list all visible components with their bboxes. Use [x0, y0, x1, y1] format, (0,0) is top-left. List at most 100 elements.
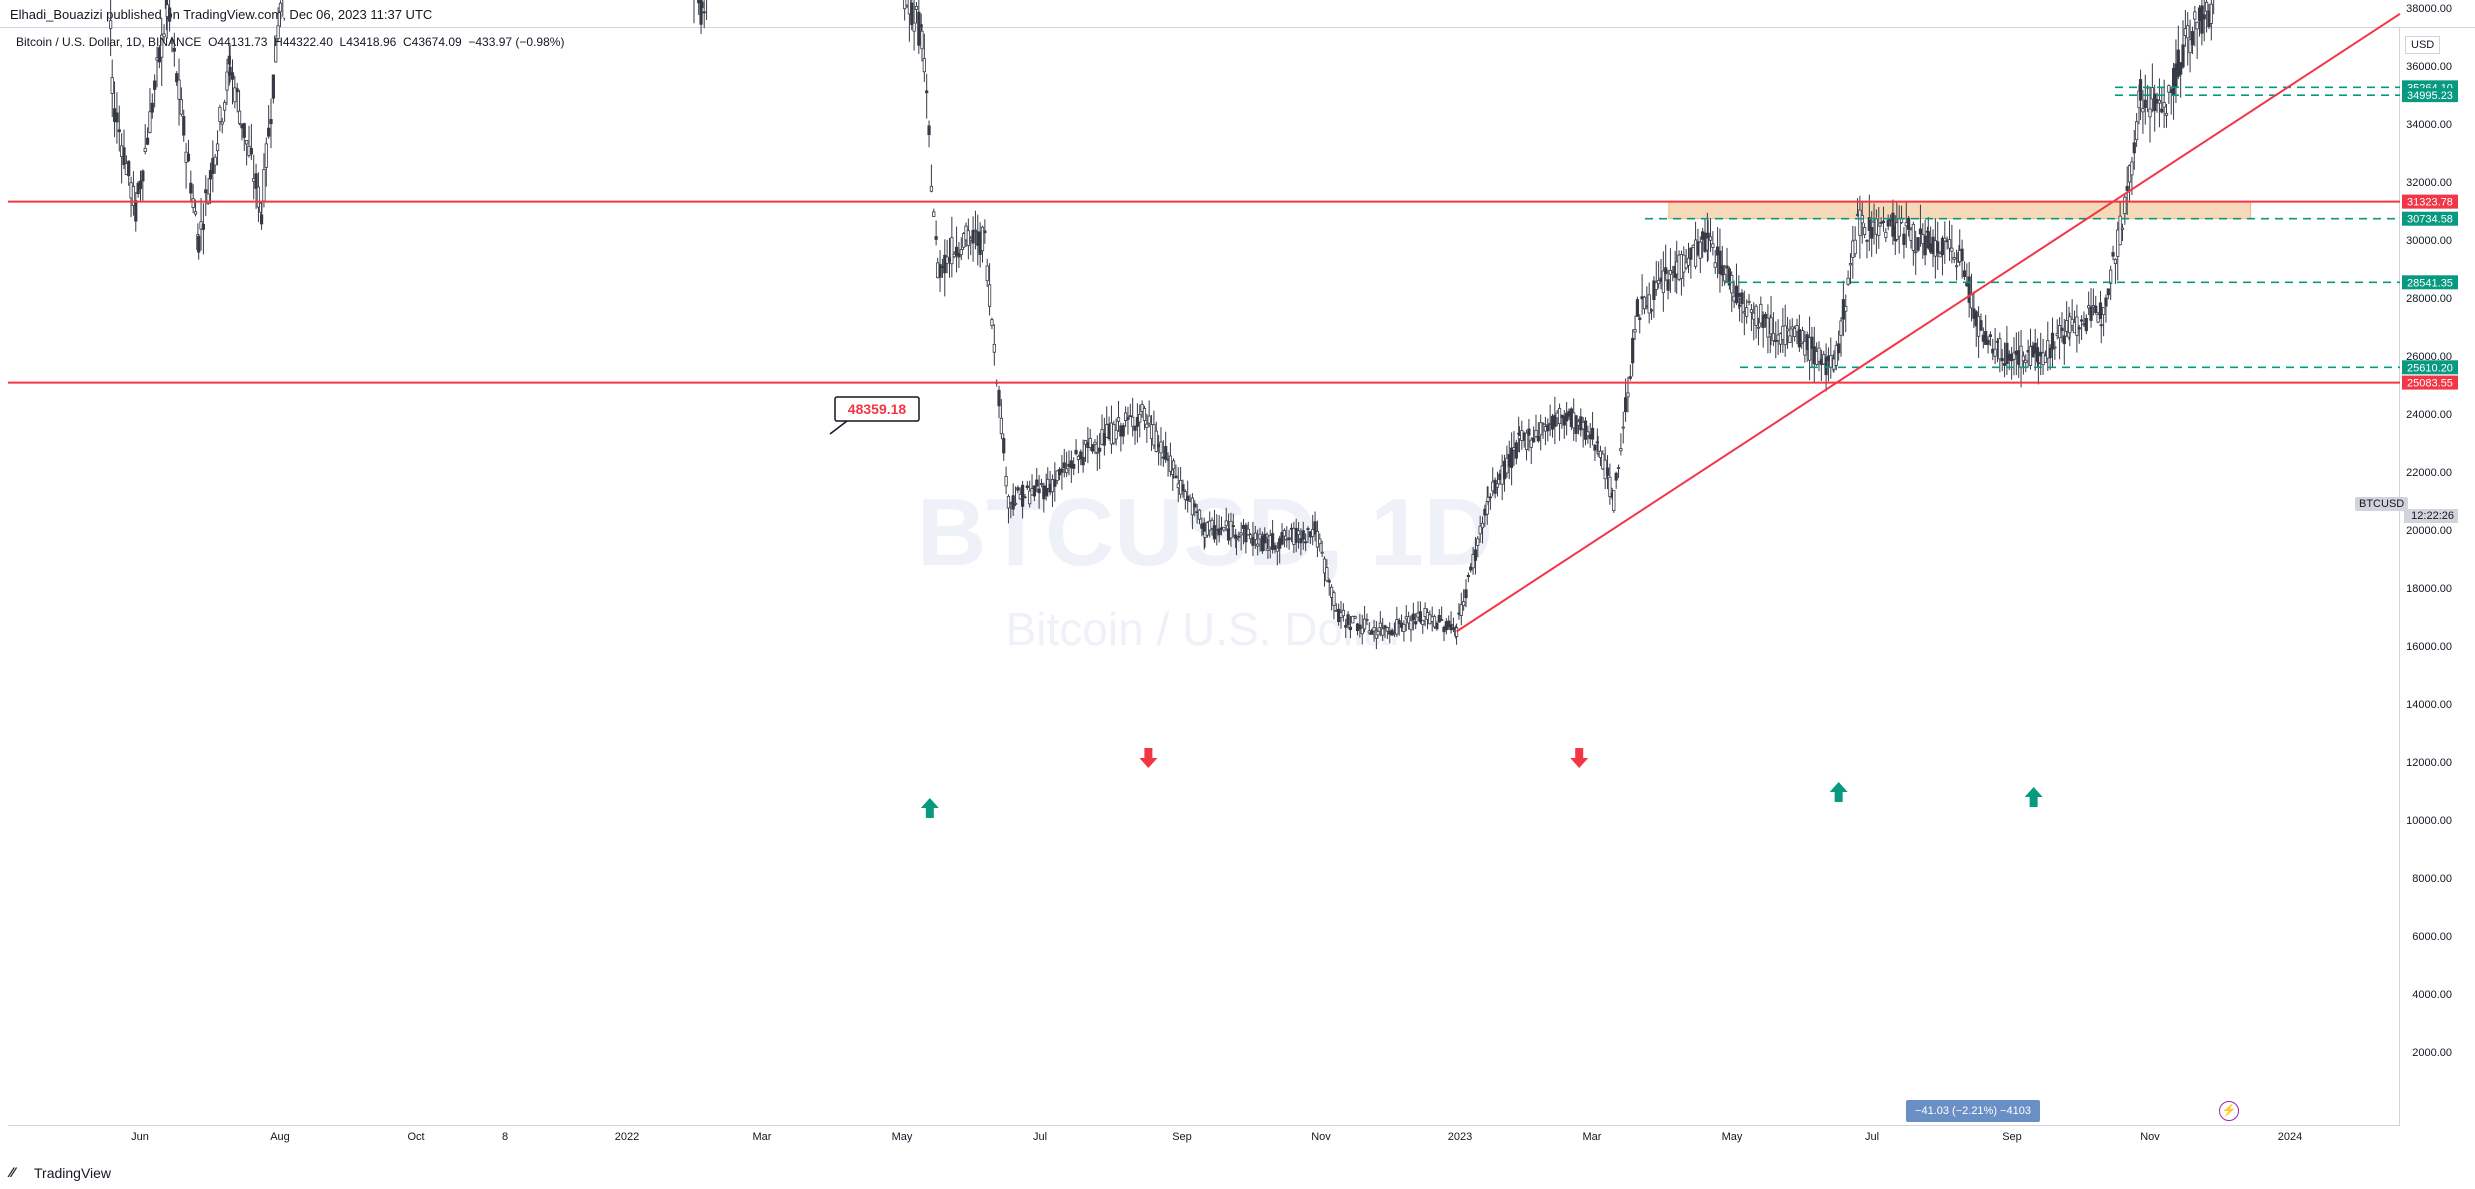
publish-line: Elhadi_Bouazizi published on TradingView…	[10, 7, 433, 22]
candle-body	[2138, 79, 2143, 101]
x-tick-label: Nov	[1311, 1131, 1331, 1143]
candle-body	[1723, 274, 1727, 282]
candle-body	[999, 417, 1003, 435]
candle-body	[1341, 609, 1345, 617]
candle-body	[1954, 265, 1959, 268]
x-tick-label: Jul	[1033, 1131, 1047, 1143]
candle-body	[211, 158, 215, 174]
candle-body	[170, 39, 174, 42]
candle-body	[2188, 39, 2192, 54]
candle-body	[962, 233, 966, 248]
candle-body	[1248, 534, 1253, 540]
y-tick-label: 14000.00	[2406, 699, 2452, 711]
candle-body	[1514, 442, 1518, 459]
candle-body	[2141, 108, 2145, 113]
candle-body	[1028, 490, 1032, 505]
candle-body	[2000, 357, 2004, 362]
y-tick-label: 28000.00	[2406, 293, 2452, 305]
candle-body	[1462, 601, 1466, 607]
candle-body	[1081, 456, 1085, 466]
bolt-icon[interactable]: ⚡	[2219, 1101, 2239, 1121]
candle-body	[925, 90, 929, 94]
candle-body	[1621, 426, 1625, 429]
candle-body	[264, 143, 268, 168]
candle-body	[206, 193, 210, 204]
candle-body	[1294, 527, 1298, 543]
price-axis-tag	[2402, 211, 2458, 226]
candle-body	[957, 253, 961, 258]
candle-body	[1510, 447, 1514, 468]
candle-body	[2190, 31, 2195, 46]
candle-body	[1546, 424, 1550, 432]
y-tick-label: 34000.00	[2406, 119, 2452, 131]
currency-label[interactable]: USD	[2405, 36, 2441, 54]
candle-body	[1133, 425, 1137, 431]
candle-body	[233, 87, 237, 103]
candle-body	[1829, 355, 1833, 368]
y-tick-label: 30000.00	[2406, 235, 2452, 247]
candle-body	[1322, 558, 1327, 574]
footer: ⁄⁄ TradingView	[0, 1160, 2475, 1189]
candle-body	[932, 211, 936, 217]
candle-body	[1449, 623, 1453, 631]
candle-body	[2104, 297, 2108, 307]
candle-body	[1642, 296, 1647, 310]
price-axis-tag-text: 28541.35	[2407, 277, 2453, 289]
candle-body	[1454, 627, 1459, 637]
candle-body	[985, 265, 989, 282]
chart-frame[interactable]	[8, 28, 2400, 1126]
candle-body	[1464, 589, 1468, 599]
candle-body	[1348, 626, 1353, 631]
candle-body	[1565, 412, 1569, 422]
candle-body	[1055, 470, 1059, 481]
candle-body	[1652, 280, 1656, 301]
candle-body	[2150, 87, 2154, 100]
candle-body	[954, 246, 959, 256]
candle-body	[1381, 628, 1385, 636]
candle-body	[2186, 25, 2190, 39]
price-axis-tag	[2402, 88, 2458, 103]
level-layer[interactable]	[8, 0, 2401, 633]
candle-body	[1737, 292, 1741, 298]
candle-body	[2120, 227, 2125, 230]
candle-body	[1834, 344, 1838, 366]
candle-body	[1938, 253, 1942, 258]
x-tick-label: Jun	[131, 1131, 149, 1143]
candle-body	[922, 58, 926, 73]
price-axis-tag	[2402, 375, 2458, 390]
ohlc-legend: Bitcoin / U.S. Dollar, 1D, BINANCE O4413…	[16, 35, 564, 49]
candle-body	[1769, 317, 1773, 335]
x-axis[interactable]: Jun Aug Oct 8 2022 Mar May Jul Sep Nov 2023 Mar May J…	[131, 1131, 2302, 1143]
candle-body	[1647, 294, 1651, 314]
footer-brand[interactable]: TradingView	[34, 1165, 112, 1181]
tradingview-logo-icon[interactable]: ⁄⁄	[10, 1164, 15, 1180]
candle-body	[1532, 437, 1536, 443]
candle-body	[1013, 502, 1018, 505]
candle-body	[1969, 293, 1974, 309]
candle-body	[1993, 348, 1997, 357]
candle-body	[1960, 248, 1964, 262]
y-tick-label: 38000.00	[2406, 3, 2452, 15]
range-box	[1668, 201, 2252, 220]
candle-body	[201, 223, 206, 230]
x-tick-label: 8	[502, 1131, 508, 1143]
candle-body	[992, 343, 996, 353]
candle-body	[1325, 567, 1329, 582]
candle-body	[1266, 548, 1270, 551]
candle-body	[2084, 317, 2088, 332]
y-axis[interactable]: 74000.0072000.0070000.0068000.0066000.00…	[2406, 0, 2452, 1059]
candle-body	[1628, 376, 1632, 379]
candle-body	[1154, 430, 1158, 452]
candle-body	[1032, 485, 1036, 497]
candle-body	[167, 7, 172, 22]
candle-body	[1358, 624, 1362, 630]
candle-body	[2036, 362, 2040, 365]
candle-body	[1147, 415, 1151, 424]
candle-body	[1062, 462, 1066, 469]
candle-body	[141, 170, 145, 182]
candle-body	[2062, 335, 2066, 345]
candle-body	[1810, 336, 1814, 349]
trend-line[interactable]	[1456, 12, 2401, 633]
candle-body	[1102, 432, 1106, 446]
